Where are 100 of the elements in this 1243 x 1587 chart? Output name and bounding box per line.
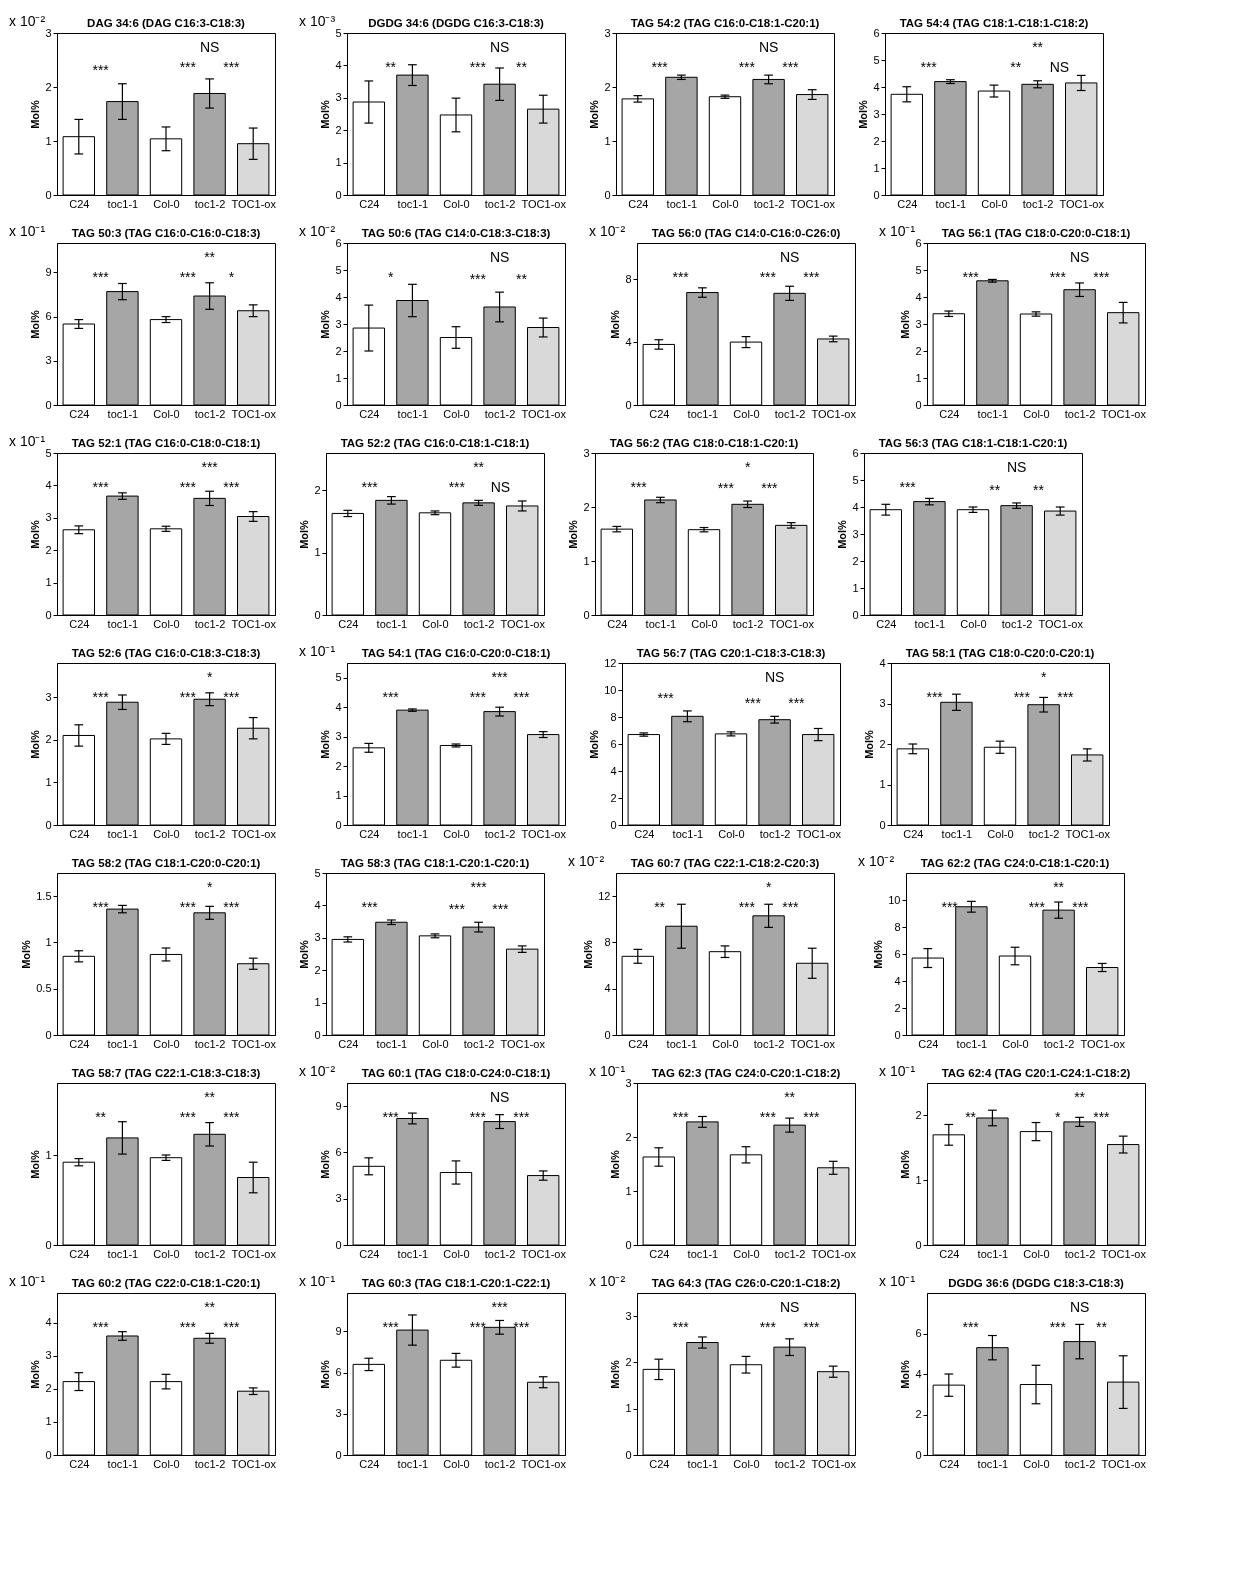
x-tick-label: C24 — [69, 1247, 90, 1260]
annotation: NS — [1049, 58, 1070, 75]
x-tick-label: Col-0 — [153, 827, 180, 840]
y-axis-title: Mol% — [857, 99, 870, 129]
chart-title: TAG 54:4 (TAG C18:1-C18:1-C18:2) — [899, 17, 1089, 29]
chart-subtitle: x 10⁻² — [568, 853, 605, 869]
y-axis-title: Mol% — [319, 1359, 332, 1389]
y-tick-label: 4 — [335, 290, 342, 303]
annotation: ** — [1074, 1089, 1086, 1106]
x-tick-label: Col-0 — [718, 827, 745, 840]
chart-title: TAG 62:2 (TAG C24:0-C18:1-C20:1) — [920, 857, 1110, 869]
annotation: *** — [491, 669, 509, 686]
y-tick-label: 5 — [873, 53, 880, 66]
chart-title: TAG 62:3 (TAG C24:0-C20:1-C18:2) — [651, 1067, 841, 1079]
y-tick-label: 1 — [45, 576, 52, 589]
annotation: *** — [717, 479, 735, 496]
y-axis-title: Mol% — [836, 519, 849, 549]
y-axis-title: Mol% — [29, 99, 42, 129]
annotation: *** — [788, 694, 806, 711]
y-axis-title: Mol% — [319, 99, 332, 129]
x-tick-label: toc1-1 — [397, 407, 429, 420]
annotation: *** — [962, 1318, 980, 1335]
annotation: *** — [491, 1299, 509, 1316]
y-tick-label: 4 — [45, 1316, 52, 1329]
x-tick-label: toc1-2 — [732, 617, 764, 630]
y-tick-label: 6 — [335, 1145, 342, 1158]
annotation: *** — [926, 688, 944, 705]
chart-title: TAG 54:1 (TAG C16:0-C20:0-C18:1) — [361, 647, 551, 659]
y-tick-label: 2 — [335, 759, 342, 772]
y-tick-label: 8 — [610, 710, 617, 723]
x-tick-label: C24 — [338, 1037, 359, 1050]
x-tick-label: C24 — [359, 1247, 380, 1260]
y-tick-label: 9 — [45, 265, 52, 278]
y-tick-label: 0 — [604, 1028, 611, 1041]
annotation: *** — [448, 479, 466, 496]
chart-subtitle: x 10⁻² — [589, 1273, 626, 1289]
annotation: *** — [941, 898, 959, 915]
y-tick-label: 0 — [879, 818, 886, 831]
x-tick-label: TOC1-ox — [769, 617, 815, 630]
x-tick-label: TOC1-ox — [521, 827, 567, 840]
x-tick-label: C24 — [359, 827, 380, 840]
x-tick-label: toc1-1 — [941, 827, 973, 840]
chart-subtitle: x 10⁻¹ — [9, 1273, 46, 1289]
annotation: *** — [744, 694, 762, 711]
y-tick-label: 4 — [335, 700, 342, 713]
y-tick-label: 8 — [604, 935, 611, 948]
annotation: *** — [223, 58, 241, 75]
x-tick-label: Col-0 — [153, 197, 180, 210]
chart-title: TAG 60:3 (TAG C18:1-C20:1-C22:1) — [361, 1277, 551, 1289]
y-tick-label: 1 — [873, 161, 880, 174]
annotation: *** — [1049, 268, 1067, 285]
annotation: *** — [361, 478, 379, 495]
x-tick-label: Col-0 — [443, 407, 470, 420]
chart-title: TAG 56:7 (TAG C20:1-C18:3-C18:3) — [636, 647, 826, 659]
y-tick-label: 3 — [625, 1076, 632, 1089]
y-axis-title: Mol% — [609, 1359, 622, 1389]
chart-subtitle: x 10⁻² — [589, 223, 626, 239]
y-tick-label: 0.5 — [36, 982, 52, 995]
x-tick-label: Col-0 — [733, 1457, 760, 1470]
y-tick-label: 1 — [852, 581, 859, 594]
y-tick-label: 2 — [314, 963, 321, 976]
x-tick-label: C24 — [634, 827, 655, 840]
x-tick-label: Col-0 — [987, 827, 1014, 840]
y-tick-label: 1 — [45, 1415, 52, 1428]
y-tick-label: 0 — [45, 608, 52, 621]
annotation: *** — [469, 270, 487, 287]
x-tick-label: toc1-2 — [774, 407, 806, 420]
x-tick-label: TOC1-ox — [811, 1247, 857, 1260]
y-tick-label: 0 — [915, 398, 922, 411]
x-tick-label: C24 — [628, 197, 649, 210]
y-tick-label: 0 — [45, 398, 52, 411]
y-tick-label: 4 — [45, 478, 52, 491]
x-tick-label: TOC1-ox — [231, 1457, 277, 1470]
chart-title: DAG 34:6 (DAG C16:3-C18:3) — [87, 17, 246, 29]
y-tick-label: 5 — [314, 866, 321, 879]
x-tick-label: toc1-2 — [1064, 1247, 1096, 1260]
y-tick-label: 0 — [625, 1238, 632, 1251]
y-tick-label: 0 — [625, 398, 632, 411]
x-tick-label: toc1-2 — [774, 1457, 806, 1470]
y-tick-label: 12 — [598, 889, 611, 902]
x-tick-label: TOC1-ox — [811, 1457, 857, 1470]
chart-subtitle: x 10⁻¹ — [589, 1063, 626, 1079]
annotation: *** — [382, 1318, 400, 1335]
annotation: *** — [513, 1318, 531, 1335]
annotation: *** — [657, 689, 675, 706]
annotation: *** — [759, 1318, 777, 1335]
y-tick-label: 1 — [915, 1173, 922, 1186]
y-tick-label: 0 — [45, 188, 52, 201]
x-tick-label: Col-0 — [733, 1247, 760, 1260]
annotation: * — [228, 268, 235, 285]
annotation: NS — [779, 1299, 800, 1316]
x-tick-label: TOC1-ox — [500, 1037, 546, 1050]
y-tick-label: 4 — [852, 500, 859, 513]
x-tick-label: toc1-2 — [753, 1037, 785, 1050]
annotation: ** — [1032, 481, 1045, 498]
annotation: ** — [473, 459, 485, 476]
annotation: *** — [448, 900, 466, 917]
x-tick-label: TOC1-ox — [231, 1037, 277, 1050]
x-tick-label: toc1-2 — [194, 1247, 226, 1260]
x-tick-label: Col-0 — [733, 407, 760, 420]
